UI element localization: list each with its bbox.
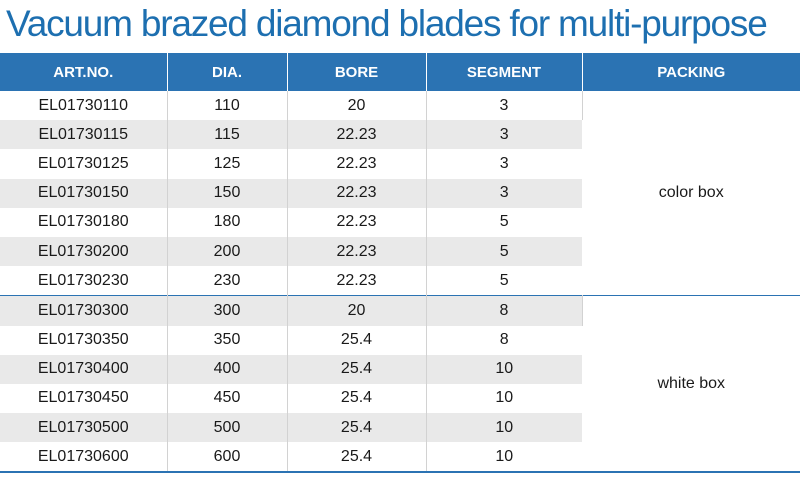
bore-cell: 22.23 <box>287 178 427 208</box>
segment-cell: 10 <box>495 389 514 407</box>
segment-cell: 5 <box>499 271 509 289</box>
table-row: EL01730115 115 22.23 3 <box>0 120 800 150</box>
header-art-no: ART.NO. <box>0 53 168 91</box>
table-row: EL01730230 230 22.23 5 <box>0 266 800 296</box>
table-row: EL01730400 400 25.4 10 <box>0 354 800 384</box>
header-dia: DIA. <box>167 53 288 91</box>
header-segment: SEGMENT <box>426 53 583 91</box>
table-row: EL01730300 300 20 8 white box <box>0 295 800 474</box>
bore-cell: 25.4 <box>287 442 427 474</box>
art-no-cell: EL01730125 <box>0 149 168 179</box>
header-packing: PACKING <box>582 53 800 91</box>
art-no-cell: EL01730180 <box>0 207 168 237</box>
art-no-cell: EL01730400 <box>0 354 168 384</box>
dia-cell: 180 <box>167 207 288 237</box>
segment-cell: 3 <box>499 154 509 172</box>
art-no-cell: EL01730450 <box>0 383 168 414</box>
bore-cell: 25.4 <box>287 325 427 355</box>
bore-cell: 22.23 <box>287 266 427 296</box>
art-no-cell: EL01730115 <box>0 120 168 150</box>
bore-cell: 25.4 <box>287 354 427 384</box>
dia-cell: 500 <box>167 413 288 443</box>
segment-cell: 3 <box>426 91 583 121</box>
table-row: EL01730600 600 25.4 10 <box>0 442 800 474</box>
dia-cell: 115 <box>167 120 288 150</box>
header-bore: BORE <box>287 53 427 91</box>
art-no-cell: EL01730500 <box>0 413 168 443</box>
table-row: EL01730110 110 20 3 color box <box>0 91 800 201</box>
dia-cell: 600 <box>167 442 288 474</box>
packing-cell: color box <box>658 184 724 202</box>
bore-cell: 22.23 <box>287 120 427 150</box>
art-no-cell: EL01730600 <box>0 442 168 474</box>
product-table: ART.NO. DIA. BORE SEGMENT PACKING EL0173… <box>0 53 800 474</box>
art-no-cell: EL01730300 <box>0 295 168 326</box>
dia-cell: 450 <box>167 383 288 414</box>
art-no-cell: EL01730110 <box>0 91 168 121</box>
segment-cell: 5 <box>426 236 582 267</box>
table-row: EL01730150 150 22.23 3 <box>0 178 800 208</box>
art-no-cell: EL01730200 <box>0 236 168 267</box>
segment-cell: 10 <box>426 413 582 443</box>
segment-cell: 3 <box>426 120 582 150</box>
dia-cell: 110 <box>167 91 288 121</box>
dia-cell: 350 <box>167 325 288 355</box>
segment-cell: 5 <box>499 213 509 231</box>
table-row: EL01730125 125 22.23 3 <box>0 149 800 179</box>
segment-cell: 3 <box>426 178 582 208</box>
bore-cell: 20 <box>287 91 427 121</box>
segment-cell: 10 <box>426 442 582 474</box>
art-no-cell: EL01730230 <box>0 266 168 296</box>
dia-cell: 150 <box>167 178 288 208</box>
table-row: EL01730180 180 22.23 5 <box>0 207 800 237</box>
packing-cell: white box <box>582 295 800 474</box>
dia-cell: 400 <box>167 354 288 384</box>
bore-cell: 25.4 <box>287 413 427 443</box>
dia-cell: 200 <box>167 236 288 267</box>
art-no-cell: EL01730150 <box>0 178 168 208</box>
segment-cell: 8 <box>426 295 583 326</box>
segment-cell: 10 <box>426 354 582 384</box>
table-row: EL01730350 350 25.4 8 <box>0 325 800 355</box>
dia-cell: 230 <box>167 266 288 296</box>
table-row: EL01730450 450 25.4 10 <box>0 383 800 414</box>
art-no-cell: EL01730350 <box>0 325 168 355</box>
segment-cell: 8 <box>499 331 509 349</box>
bore-cell: 22.23 <box>287 236 427 267</box>
bore-cell: 22.23 <box>287 149 427 179</box>
bore-cell: 20 <box>287 295 427 326</box>
table-header-row: ART.NO. DIA. BORE SEGMENT PACKING <box>0 53 800 91</box>
dia-cell: 300 <box>167 295 288 326</box>
dia-cell: 125 <box>167 149 288 179</box>
table-row: EL01730500 500 25.4 10 <box>0 413 800 443</box>
table-row: EL01730200 200 22.23 5 <box>0 236 800 267</box>
bore-cell: 25.4 <box>287 383 427 414</box>
page-title: Vacuum brazed diamond blades for multi-p… <box>6 3 768 44</box>
bore-cell: 22.23 <box>287 207 427 237</box>
